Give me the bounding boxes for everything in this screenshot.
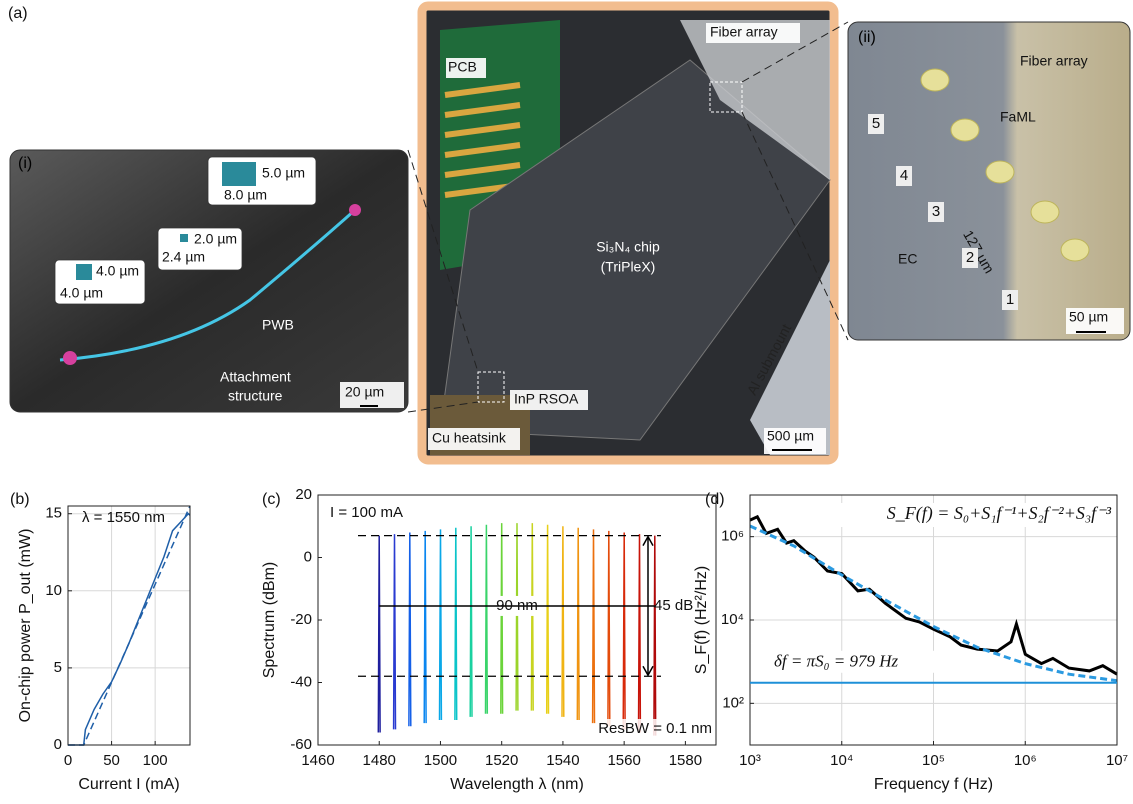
panel-tag: (ii) [858,29,876,46]
y-tick-label: -40 [290,673,312,690]
x-tick-label: 10⁷ [1106,752,1128,769]
inset-ii [848,22,1130,340]
label: 500 µm [767,428,814,444]
x-tick-label: 1520 [485,752,518,769]
dim: 8.0 µm [224,187,267,203]
annotation: δf = πS₀ = 979 Hz [774,652,899,671]
dim: 5.0 µm [262,165,305,181]
plot-area [68,506,190,745]
y-tick-label: 0 [304,548,312,565]
channel-label: 5 [872,115,880,132]
x-tick-label: 1460 [301,752,334,769]
x-tick-label: 1540 [546,752,579,769]
y-tick-label: -20 [290,611,312,628]
y-tick-label: 10 [45,582,62,599]
x-axis-title: Frequency f (Hz) [874,776,993,793]
panel-tag: (i) [18,155,32,172]
dim: 4.0 µm [60,285,103,301]
y-axis-title: Spectrum (dBm) [261,562,278,678]
label: Si₃N₄ chip [596,239,660,255]
label: Fiber array [1020,53,1088,69]
y-tick-label: 15 [45,505,62,522]
annotation: ResBW = 0.1 nm [598,720,712,737]
panel-tag: (b) [10,491,30,508]
panel-tag: (d) [705,491,725,508]
x-tick-label: 0 [64,752,72,769]
x-tick-label: 10⁶ [1014,752,1037,769]
dim: 2.0 µm [194,231,237,247]
label: Fiber array [710,24,778,40]
panel-tag: (a) [8,5,28,22]
x-tick-label: 1580 [669,752,702,769]
annotation: 45 dB [654,597,693,614]
annotation: S_F(f) = S₀+S₁f⁻¹+S₂f⁻²+S₃f⁻³ [887,503,1112,524]
label: Attachment [220,369,291,385]
x-tick-label: 1500 [424,752,457,769]
annotation: 90 nm [496,597,538,614]
y-tick-label: 0 [54,736,62,753]
x-tick-label: 1480 [363,752,396,769]
x-tick-label: 1560 [607,752,640,769]
channel-label: 1 [1006,291,1014,308]
label: PCB [448,59,477,75]
annotation: I = 100 mA [330,504,403,521]
label: EC [898,251,917,267]
x-tick-label: 10⁵ [922,752,945,769]
annotation: λ = 1550 nm [82,509,165,526]
y-axis-title: On-chip power P_out (mW) [17,529,34,723]
label: structure [228,388,283,404]
x-axis-title: Wavelength λ (nm) [450,776,584,793]
y-tick-label: 10⁶ [721,528,744,545]
y-tick-label: 5 [54,659,62,676]
y-tick-label: 10² [722,694,744,711]
panel-a: (a) PCB Fiber array Si₃N₄ chip (TriPleX)… [8,5,1130,460]
label: Cu heatsink [432,430,507,446]
dim: 2.4 µm [162,249,205,265]
channel-label: 3 [932,203,940,220]
y-tick-label: 20 [295,486,312,503]
y-axis-title: S_F(f) (Hz²/Hz) [693,566,710,674]
figure: (a) PCB Fiber array Si₃N₄ chip (TriPleX)… [0,0,1133,804]
page: {"panel_a":{"tag":"(a)", "center":{"pcb"… [0,0,1133,804]
label: FaML [1000,109,1036,125]
channel-label: 4 [900,167,908,184]
label: InP RSOA [514,391,579,407]
x-axis-title: Current I (mA) [78,776,179,793]
x-tick-label: 50 [103,752,120,769]
x-tick-label: 100 [143,752,168,769]
panel-tag: (c) [262,491,281,508]
channel-label: 2 [966,249,974,266]
x-tick-label: 10³ [739,752,761,769]
y-tick-label: -60 [290,736,312,753]
y-tick-label: 10⁴ [721,611,744,628]
label: PWB [262,317,294,333]
label: 50 µm [1069,309,1108,325]
label: 20 µm [345,384,384,400]
x-tick-label: 10⁴ [830,752,853,769]
dim: 4.0 µm [96,263,139,279]
label: (TriPleX) [601,259,656,275]
